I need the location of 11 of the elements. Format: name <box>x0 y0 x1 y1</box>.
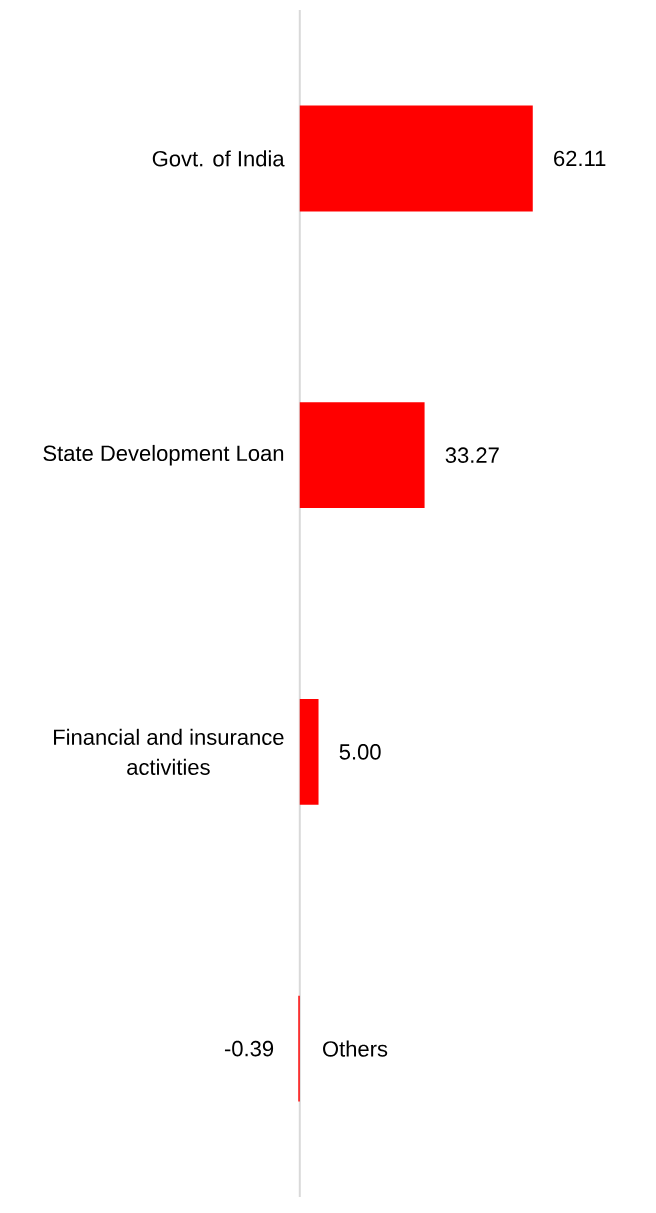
data-label: 5.00 <box>339 744 381 760</box>
data-label: 33.27 <box>445 447 499 463</box>
bar <box>299 698 319 805</box>
bar <box>299 105 533 212</box>
data-label: -0.39 <box>225 1040 274 1057</box>
data-label: 62.11 <box>554 150 606 167</box>
y-tick-label: Others <box>323 1040 388 1057</box>
y-tick-label: State Development Loan <box>43 444 284 466</box>
y-tick-label: Financial and insurance activities <box>54 728 284 775</box>
bar <box>299 402 425 509</box>
y-tick-label: Govt. of India <box>152 150 285 167</box>
